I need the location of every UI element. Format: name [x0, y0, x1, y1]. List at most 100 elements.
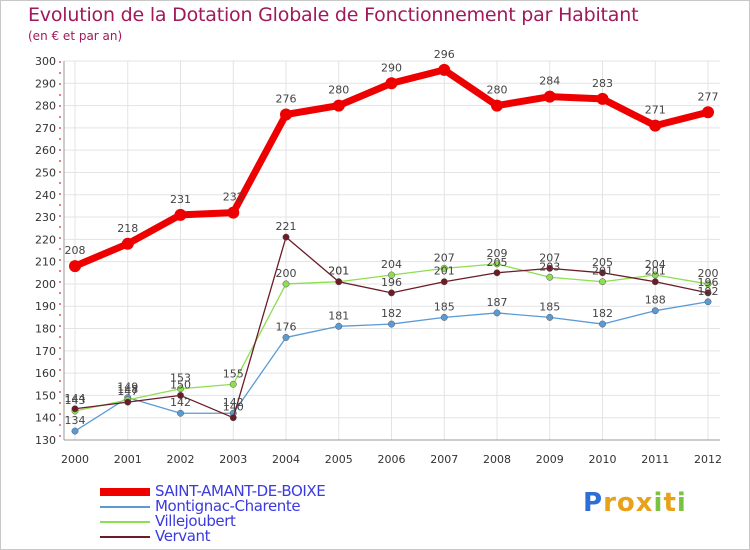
legend-label: SAINT-AMANT-DE-BOIXE: [155, 482, 326, 500]
data-label: 280: [487, 84, 508, 97]
y-tick-label: 150: [35, 389, 56, 402]
data-label: 200: [276, 267, 297, 280]
data-point: [599, 320, 606, 328]
logo-letter: t: [663, 488, 677, 518]
data-point: [71, 405, 79, 413]
legend-label: Villejoubert: [155, 512, 236, 530]
data-label: 201: [328, 265, 349, 278]
data-label: 188: [645, 294, 666, 307]
data-point: [491, 99, 503, 112]
data-point: [440, 313, 448, 321]
y-tick-label: 160: [35, 367, 56, 380]
data-point: [282, 333, 290, 341]
y-tick-label: 130: [35, 434, 56, 447]
data-point: [282, 280, 290, 288]
data-label: 296: [434, 48, 455, 61]
y-tick-label: 250: [35, 166, 56, 179]
y-tick-label: 230: [35, 211, 56, 224]
data-point: [385, 77, 398, 90]
x-tick-label: 2003: [219, 453, 247, 466]
legend-swatch: [100, 488, 150, 496]
data-label: 280: [328, 84, 349, 97]
y-tick-label: 280: [35, 100, 56, 113]
data-label: 147: [117, 385, 138, 398]
data-point: [335, 278, 343, 286]
data-point: [546, 313, 554, 321]
data-label: 144: [65, 392, 86, 405]
data-label: 204: [381, 258, 402, 271]
x-tick-label: 2000: [61, 453, 89, 466]
data-label: 181: [328, 309, 349, 322]
data-label: 142: [223, 396, 244, 409]
y-tick-label: 180: [35, 323, 56, 336]
data-point: [704, 298, 712, 306]
legend-swatch: [100, 521, 150, 523]
data-point: [438, 63, 451, 76]
data-label: 204: [645, 258, 666, 271]
chart-subtitle: (en € et par an): [28, 29, 123, 43]
data-label: 218: [117, 222, 138, 235]
data-point: [121, 237, 134, 250]
data-point: [280, 108, 292, 121]
data-label: 143: [65, 394, 86, 407]
data-point: [651, 271, 659, 279]
x-tick-label: 2007: [430, 453, 458, 466]
data-label: 203: [539, 260, 560, 273]
data-point: [388, 289, 395, 297]
data-label: 185: [539, 300, 560, 313]
x-tick-label: 2009: [536, 453, 564, 466]
data-label: 208: [65, 244, 86, 257]
data-point: [546, 264, 554, 272]
data-label: 192: [698, 285, 719, 298]
legend-label: Montignac-Charente: [155, 497, 301, 515]
logo-letter: r: [603, 488, 617, 518]
data-label: 140: [223, 401, 244, 414]
data-label: 196: [381, 276, 402, 289]
data-point: [599, 278, 606, 286]
data-label: 205: [592, 256, 613, 269]
data-label: 148: [117, 383, 138, 396]
data-label: 221: [276, 220, 297, 233]
data-point: [651, 278, 659, 286]
data-point: [388, 271, 395, 279]
data-point: [227, 206, 240, 219]
legend-swatch: [100, 506, 150, 508]
data-point: [493, 309, 501, 317]
y-tick-label: 270: [35, 122, 56, 135]
data-label: 205: [487, 256, 508, 269]
data-point: [440, 278, 448, 286]
data-label: 284: [539, 75, 560, 88]
x-tick-label: 2005: [325, 453, 353, 466]
y-tick-label: 220: [35, 233, 56, 246]
y-tick-label: 140: [35, 412, 56, 425]
data-label: 155: [223, 367, 244, 380]
logo-letter: o: [616, 488, 636, 518]
data-point: [177, 385, 184, 393]
data-point: [282, 233, 290, 241]
data-label: 176: [276, 320, 297, 333]
data-point: [543, 90, 556, 103]
data-label: 207: [539, 251, 560, 264]
data-label: 182: [592, 307, 613, 320]
logo-letter: i: [676, 488, 687, 518]
y-tick-label: 190: [35, 300, 56, 313]
x-tick-label: 2011: [641, 453, 669, 466]
proxiti-logo: Proxiti: [583, 488, 687, 518]
data-point: [440, 264, 448, 272]
data-label: 271: [645, 104, 666, 117]
data-point: [229, 380, 237, 388]
x-tick-label: 2010: [589, 453, 617, 466]
logo-letter: P: [583, 488, 604, 518]
data-label: 150: [170, 378, 191, 391]
y-tick-label: 210: [35, 256, 56, 269]
data-label: 134: [65, 414, 86, 427]
data-label: 200: [698, 267, 719, 280]
data-label: 201: [328, 265, 349, 278]
y-tick-label: 200: [35, 278, 56, 291]
y-tick-label: 170: [35, 345, 56, 358]
data-label: 185: [434, 300, 455, 313]
data-point: [388, 320, 395, 328]
data-label: 153: [170, 372, 191, 385]
y-tick-label: 290: [35, 77, 56, 90]
